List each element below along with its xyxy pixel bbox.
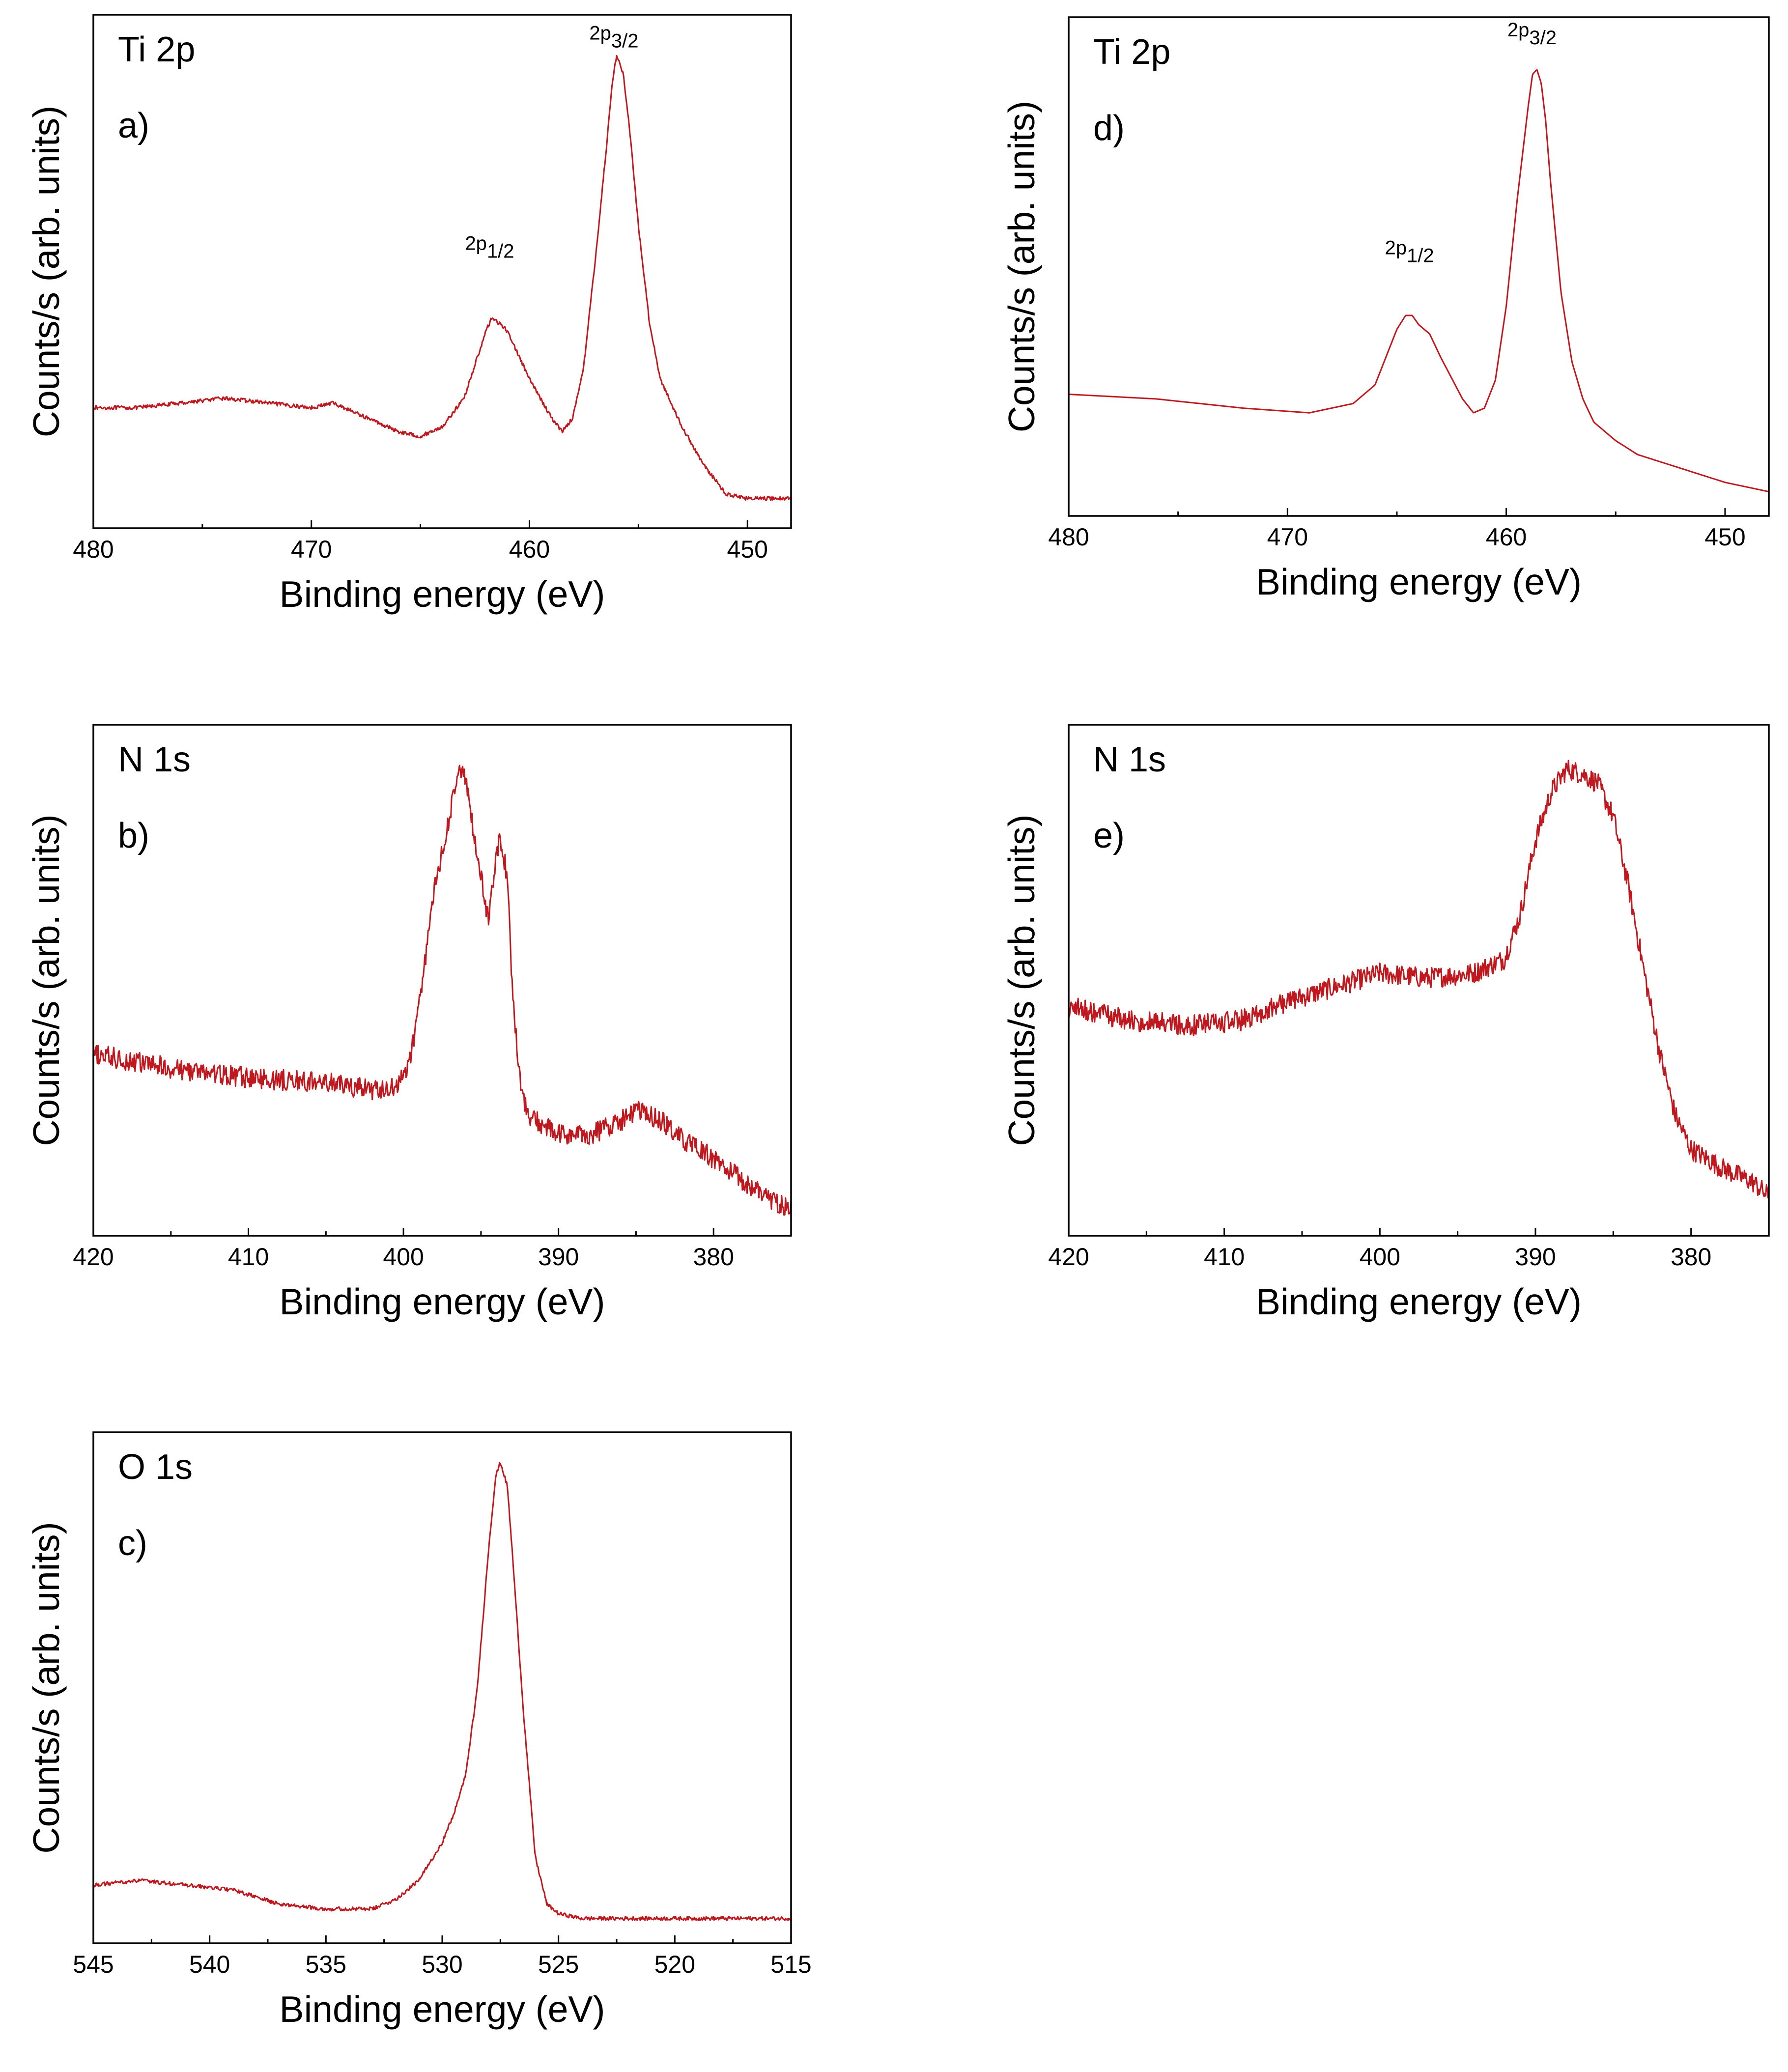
x-tick-label-d: 460 bbox=[1486, 523, 1527, 551]
chart-panel-c: 545 540 535 530 525 520 515 Binding energy (eV)… bbox=[26, 1431, 812, 2030]
panel-label-d: d) bbox=[1093, 109, 1125, 148]
plot-frame-c bbox=[92, 1431, 792, 1944]
x-tick-label-a: 480 bbox=[73, 536, 114, 563]
x-tick-label-b: 410 bbox=[228, 1243, 269, 1271]
element-label-c: O 1s bbox=[118, 1448, 193, 1487]
spectrum-line-e bbox=[1068, 760, 1769, 1199]
y-axis-label-c: Counts/s (arb. units) bbox=[26, 1522, 67, 1853]
element-label-a: Ti 2p bbox=[118, 30, 195, 69]
x-tick-label-a: 460 bbox=[509, 536, 550, 563]
chart-panel-a: 480 470 460 450 Binding energy (eV) Counts/s … bbox=[26, 14, 792, 615]
plot-frame-b bbox=[92, 724, 792, 1237]
panel-label-e: e) bbox=[1093, 816, 1125, 855]
x-tick-label-a: 470 bbox=[291, 536, 332, 563]
chart-panel-d: 480 470 460 450 Binding energy (eV) Counts/s … bbox=[1001, 16, 1770, 602]
plot-frame-d bbox=[1068, 16, 1770, 517]
x-tick-label-b: 420 bbox=[73, 1243, 114, 1271]
x-tick-label-a: 450 bbox=[727, 536, 768, 563]
x-tick-label-c: 530 bbox=[422, 1951, 462, 1978]
x-tick-label-e: 420 bbox=[1048, 1243, 1089, 1271]
x-tick-label-d: 450 bbox=[1704, 523, 1745, 551]
spectrum-line-b bbox=[92, 765, 792, 1216]
chart-panel-b: 420 410 400 390 380 Binding energy (eV) Counts… bbox=[26, 724, 792, 1322]
panel-label-b: b) bbox=[118, 816, 149, 855]
x-axis-label-a: Binding energy (eV) bbox=[280, 573, 605, 615]
peak-label-d-1: 2p3/2 bbox=[1507, 19, 1557, 49]
x-tick-label-b: 380 bbox=[693, 1243, 734, 1271]
x-tick-label-e: 390 bbox=[1515, 1243, 1556, 1271]
y-axis-label-b: Counts/s (arb. units) bbox=[26, 814, 67, 1146]
x-tick-label-c: 515 bbox=[770, 1951, 811, 1978]
x-axis-label-d: Binding energy (eV) bbox=[1256, 561, 1582, 602]
x-tick-label-c: 535 bbox=[306, 1951, 346, 1978]
spectrum-line-c bbox=[92, 1462, 792, 1921]
peak-label-a-1: 2p3/2 bbox=[589, 23, 638, 52]
x-tick-label-c: 545 bbox=[73, 1951, 114, 1978]
peak-label-d-0: 2p1/2 bbox=[1385, 237, 1434, 267]
y-axis-label-a: Counts/s (arb. units) bbox=[26, 106, 67, 437]
panel-label-c: c) bbox=[118, 1524, 147, 1563]
spectrum-line-a bbox=[93, 55, 792, 501]
element-label-e: N 1s bbox=[1093, 740, 1166, 779]
x-tick-label-b: 390 bbox=[538, 1243, 579, 1271]
y-axis-label-e: Counts/s (arb. units) bbox=[1001, 814, 1042, 1146]
spectrum-line-d bbox=[1068, 69, 1769, 493]
x-tick-label-c: 540 bbox=[189, 1951, 230, 1978]
x-axis-label-b: Binding energy (eV) bbox=[280, 1281, 605, 1322]
x-tick-label-b: 400 bbox=[383, 1243, 424, 1271]
y-axis-label-d: Counts/s (arb. units) bbox=[1001, 101, 1042, 432]
x-tick-label-e: 400 bbox=[1360, 1243, 1400, 1271]
panel-label-a: a) bbox=[118, 106, 149, 145]
chart-panel-e: 420 410 400 390 380 Binding energy (eV) Counts… bbox=[1001, 724, 1770, 1322]
x-axis-label-e: Binding energy (eV) bbox=[1256, 1281, 1582, 1322]
x-tick-label-e: 410 bbox=[1204, 1243, 1245, 1271]
element-label-b: N 1s bbox=[118, 740, 191, 779]
peak-label-a-0: 2p1/2 bbox=[465, 232, 514, 262]
x-axis-label-c: Binding energy (eV) bbox=[280, 1988, 605, 2030]
x-tick-label-d: 480 bbox=[1048, 523, 1089, 551]
element-label-d: Ti 2p bbox=[1093, 32, 1170, 72]
x-tick-label-c: 520 bbox=[654, 1951, 695, 1978]
x-tick-label-c: 525 bbox=[538, 1951, 579, 1978]
x-tick-label-d: 470 bbox=[1267, 523, 1308, 551]
plot-frame-e bbox=[1068, 724, 1770, 1237]
x-tick-label-e: 380 bbox=[1671, 1243, 1711, 1271]
plot-frame-a bbox=[92, 14, 792, 529]
